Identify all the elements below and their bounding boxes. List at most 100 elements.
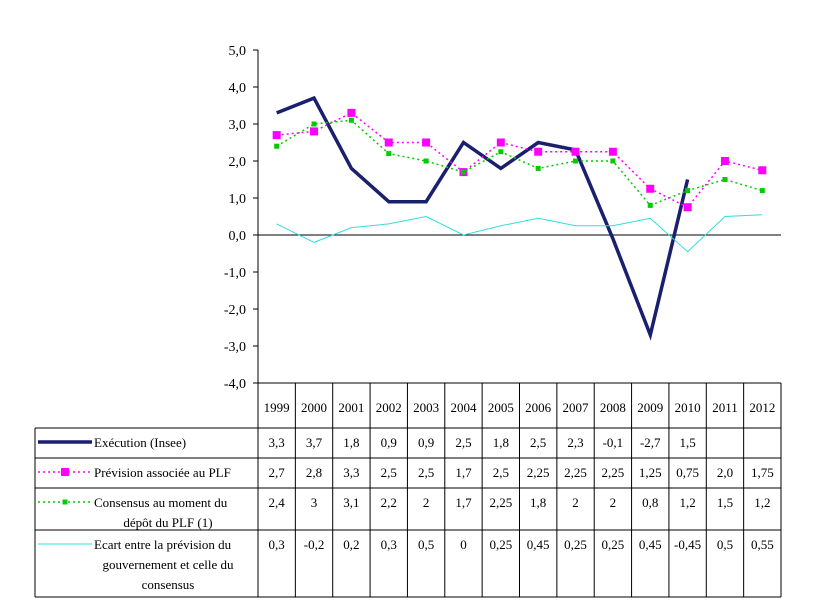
- year-header-cell: 2009: [637, 400, 663, 415]
- legend-label-1: Exécution (Insee): [94, 435, 186, 450]
- series-point-3: [274, 143, 280, 149]
- table-cell: 2,5: [455, 435, 471, 450]
- chart-series: [272, 95, 767, 341]
- table-cell: 0,3: [381, 537, 397, 552]
- y-tick-label: 1,0: [229, 192, 247, 207]
- table-cell: 0,9: [418, 435, 434, 450]
- year-header-cell: 2005: [488, 400, 514, 415]
- table-cell: 1,2: [679, 495, 695, 510]
- table-cell: 1,8: [493, 435, 509, 450]
- y-tick-label: -4,0: [224, 377, 246, 392]
- legend-label-3: dépôt du PLF (1): [123, 515, 212, 530]
- table-cell: -0,45: [674, 537, 701, 552]
- table-cell: 0,45: [527, 537, 550, 552]
- table-cell: -0,1: [603, 435, 624, 450]
- table-cell: 1,8: [343, 435, 359, 450]
- table-cell: 2,2: [381, 495, 397, 510]
- table-cell: 0,5: [717, 537, 733, 552]
- table-cell: 2,5: [418, 465, 434, 480]
- table-cell: 0,3: [269, 537, 285, 552]
- table-cell: 2,25: [489, 495, 512, 510]
- series-point-3: [460, 169, 466, 175]
- legend-label-4: consensus: [142, 577, 195, 592]
- table-cell: 2,5: [381, 465, 397, 480]
- table-cell: 2,0: [717, 465, 733, 480]
- series-point-3: [722, 177, 728, 182]
- table-cell: 1,7: [455, 495, 472, 510]
- series-point-2: [646, 184, 655, 193]
- table-cell: -2,7: [640, 435, 661, 450]
- table-cell: 2: [423, 495, 430, 510]
- table-cell: 2,8: [306, 465, 322, 480]
- year-header-cell: 2004: [450, 400, 477, 415]
- table-cell: 2: [610, 495, 617, 510]
- series-3: [274, 117, 765, 208]
- legend-marker-2: [61, 468, 69, 476]
- table-cell: 2,7: [269, 465, 286, 480]
- year-header-cell: 1999: [264, 400, 290, 415]
- series-point-2: [720, 157, 729, 165]
- table-cell: 2,25: [527, 465, 550, 480]
- table-cell: 3,3: [343, 465, 359, 480]
- y-tick-label: 0,0: [229, 229, 247, 244]
- table-cell: 1,25: [639, 465, 662, 480]
- y-tick-label: -1,0: [224, 266, 246, 281]
- data-table: 1999 2000 2001 2002 2003 2004 2005 2006 2007 2008…: [38, 400, 775, 592]
- series-point-3: [311, 121, 317, 127]
- series-point-3: [423, 158, 429, 164]
- table-cell: 2,25: [602, 465, 625, 480]
- table-cell: 0,5: [418, 537, 434, 552]
- year-header-cell: 2001: [338, 400, 364, 415]
- series-1: [276, 95, 690, 341]
- series-line-3: [276, 119, 763, 207]
- y-tick-label: 2,0: [229, 155, 247, 170]
- year-header-cell: 2007: [563, 400, 590, 415]
- table-grid: [34, 382, 782, 598]
- table-cell: 3,7: [306, 435, 323, 450]
- legend-label-4: Ecart entre la prévision du: [94, 537, 232, 552]
- series-point-3: [386, 151, 392, 157]
- table-cell: 2,5: [493, 465, 509, 480]
- series-4: [276, 214, 763, 253]
- series-point-2: [422, 138, 431, 147]
- table-cell: 0,8: [642, 495, 658, 510]
- series-point-3: [348, 117, 354, 123]
- table-cell: 2,3: [567, 435, 583, 450]
- legend-label-2: Prévision associée au PLF: [94, 465, 231, 480]
- table-cell: 1,7: [455, 465, 472, 480]
- series-point-2: [384, 138, 393, 147]
- table-cell: 1,5: [679, 435, 695, 450]
- table-cell: 3,1: [343, 495, 359, 510]
- y-tick-label: 3,0: [229, 118, 247, 133]
- series-point-3: [498, 149, 504, 155]
- series-point-3: [535, 165, 541, 171]
- table-cell: 1,8: [530, 495, 546, 510]
- series-point-2: [496, 138, 505, 147]
- series-point-3: [647, 202, 653, 208]
- table-cell: 1,2: [754, 495, 770, 510]
- year-header-cell: 2010: [675, 400, 701, 415]
- series-point-3: [685, 188, 691, 194]
- year-header-cell: 2011: [712, 400, 738, 415]
- table-cell: 0,2: [343, 537, 359, 552]
- series-point-3: [610, 158, 616, 164]
- series-point-2: [310, 127, 319, 136]
- series-point-3: [573, 158, 579, 164]
- year-header-cell: 2003: [413, 400, 439, 415]
- y-tick-label: 5,0: [229, 44, 247, 59]
- year-header-cell: 2012: [749, 400, 775, 415]
- table-cell: 1,75: [751, 465, 774, 480]
- legend-marker-3: [62, 499, 68, 505]
- legend-label-4: gouvernement et celle du: [102, 557, 234, 572]
- series-point-2: [347, 108, 356, 117]
- table-cell: 0,75: [676, 465, 699, 480]
- series-line-2: [276, 112, 763, 209]
- table-cell: 1,5: [717, 495, 733, 510]
- y-tick-label: -2,0: [224, 303, 246, 318]
- series-point-2: [683, 203, 692, 212]
- table-cell: 0,25: [602, 537, 625, 552]
- table-cell: 2,5: [530, 435, 546, 450]
- table-cell: 3: [311, 495, 318, 510]
- series-point-3: [759, 188, 765, 194]
